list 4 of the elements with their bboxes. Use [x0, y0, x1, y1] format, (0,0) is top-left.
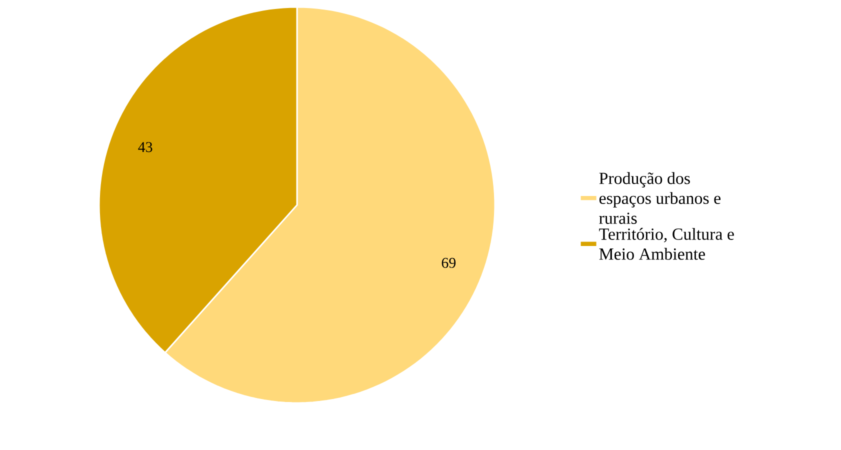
data-label: 69 [442, 258, 456, 268]
legend-label: Produção dos espaços urbanos e rurais [599, 172, 720, 224]
legend-label: Território, Cultura e Meio Ambiente [599, 228, 734, 260]
data-label: 43 [138, 142, 152, 152]
